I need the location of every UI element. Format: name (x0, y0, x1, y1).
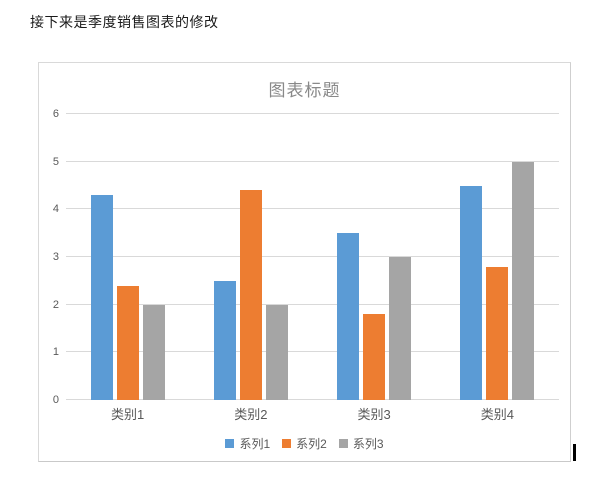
bar-系列1-类别1[interactable] (90, 195, 113, 400)
bar-group-4 (436, 114, 559, 400)
x-tick-label-1: 类别1 (111, 407, 145, 422)
document-paragraph: 接下来是季度销售图表的修改 (30, 14, 219, 30)
y-tick-label-1: 1 (52, 346, 59, 359)
bar-系列1-类别3[interactable] (337, 233, 360, 400)
legend-swatch-icon (282, 439, 292, 448)
bar-系列2-类别3[interactable] (363, 314, 386, 400)
y-tick-label-0: 0 (52, 394, 59, 406)
bar-group-1 (66, 114, 189, 400)
x-tick-label-3: 类别3 (357, 407, 391, 422)
bar-系列2-类别4[interactable] (486, 266, 509, 400)
gridline-3 (66, 256, 559, 257)
gridline-6 (66, 113, 559, 114)
chart-legend: 系列1 系列2 系列3 (39, 435, 570, 452)
text-cursor (573, 444, 576, 461)
y-tick-label-4: 4 (52, 203, 59, 216)
legend-label: 系列2 (296, 437, 327, 451)
gridline-4 (66, 208, 559, 210)
gridline-5 (66, 160, 559, 162)
x-tick-label-2: 类别2 (234, 407, 268, 422)
bar-系列1-类别2[interactable] (213, 280, 236, 400)
y-tick-label-6: 6 (52, 108, 59, 120)
legend-item-3[interactable]: 系列3 (338, 435, 384, 452)
legend-item-2[interactable]: 系列2 (282, 435, 327, 452)
bar-系列2-类别1[interactable] (116, 285, 139, 400)
bar-系列3-类别4[interactable] (512, 161, 535, 400)
legend-label: 系列3 (352, 437, 384, 451)
bar-layer (66, 114, 559, 400)
legend-item-1[interactable]: 系列1 (225, 435, 270, 452)
gridline-2 (66, 303, 559, 305)
bar-系列3-类别1[interactable] (142, 304, 165, 400)
y-tick-label-3: 3 (52, 251, 59, 263)
category-axis: 类别1 类别2 类别3 类别4 (66, 404, 559, 423)
y-tick-label-2: 2 (52, 298, 59, 311)
x-tick-label-4: 类别4 (480, 407, 514, 422)
bar-group-3 (313, 114, 436, 400)
legend-swatch-icon (338, 439, 348, 448)
legend-swatch-icon (225, 439, 235, 448)
chart-title[interactable]: 图表标题 (268, 81, 341, 100)
legend-label: 系列1 (239, 437, 271, 451)
bar-group-2 (189, 114, 312, 400)
bar-系列3-类别2[interactable] (265, 304, 288, 400)
bar-系列3-类别3[interactable] (389, 257, 412, 400)
embedded-chart[interactable]: 图表标题 0 1 2 3 4 5 6 类别1 类别2 类别3 类别4 系列1 系列2 系列3 (38, 62, 571, 462)
y-tick-label-5: 5 (52, 155, 59, 168)
bar-系列2-类别2[interactable] (239, 190, 262, 400)
bar-系列1-类别4[interactable] (460, 185, 483, 400)
gridline-layer: 0 1 2 3 4 5 6 (53, 108, 559, 406)
gridline-0 (66, 399, 559, 400)
gridline-1 (66, 351, 559, 353)
plot-area[interactable]: 0 1 2 3 4 5 6 (53, 108, 559, 406)
